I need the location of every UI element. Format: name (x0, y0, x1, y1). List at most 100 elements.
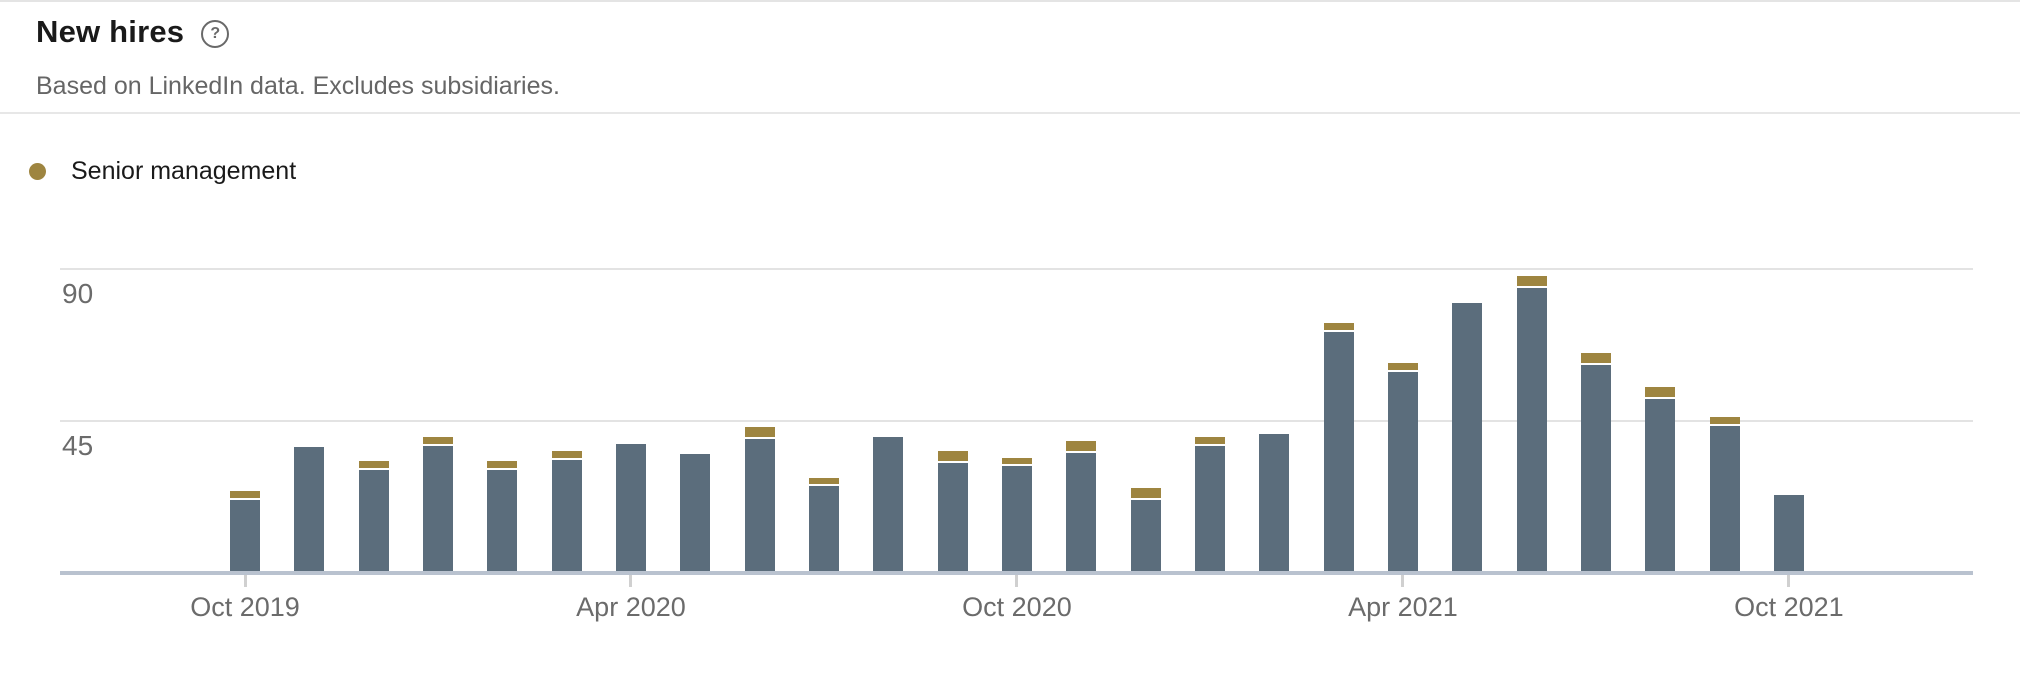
bar-segment-total (873, 437, 904, 572)
bar-oct-2019[interactable] (230, 491, 260, 572)
bar-cap-gap (937, 460, 968, 463)
bar-sep-2020[interactable] (937, 450, 968, 572)
bar-segment-total (1580, 365, 1611, 572)
x-tick-apr-2021 (1401, 575, 1405, 587)
bar-nov-2020[interactable] (1066, 440, 1097, 572)
bar-segment-senior-management (1709, 417, 1740, 424)
bar-segment-senior-management (1387, 363, 1418, 370)
page-title: New hires (36, 14, 185, 49)
bar-segment-total (294, 447, 325, 572)
bar-mar-2020[interactable] (551, 450, 582, 572)
bar-segment-total (1001, 466, 1032, 572)
bar-segment-senior-management (1323, 322, 1354, 330)
bar-cap-gap (1130, 497, 1161, 500)
bar-oct-2021[interactable] (1773, 494, 1804, 572)
bar-segment-senior-management (1645, 386, 1676, 397)
bar-segment-total (422, 446, 453, 572)
bar-segment-senior-management (487, 460, 518, 468)
bar-segment-total (1066, 452, 1097, 572)
chart-legend: Senior management (29, 157, 296, 185)
bar-apr-2020[interactable] (615, 444, 646, 572)
header: New hires ? (36, 14, 230, 50)
bar-mar-2021[interactable] (1323, 322, 1354, 572)
bar-cap-gap (1709, 423, 1740, 426)
x-axis-label-oct-2019: Oct 2019 (190, 592, 300, 622)
bar-may-2020[interactable] (680, 454, 711, 572)
x-axis-label-apr-2020: Apr 2020 (576, 592, 686, 622)
legend-label-senior-management: Senior management (71, 156, 297, 185)
bar-jan-2021[interactable] (1194, 437, 1225, 572)
bar-segment-total (615, 444, 646, 572)
bar-nov-2019[interactable] (294, 447, 325, 572)
bar-segment-total (1709, 425, 1740, 572)
bar-dec-2019[interactable] (358, 460, 389, 572)
bar-segment-total (230, 499, 260, 572)
x-tick-oct-2020 (1015, 575, 1019, 587)
bar-segment-senior-management (1001, 457, 1032, 465)
bar-segment-total (358, 469, 389, 572)
bar-segment-senior-management (1130, 487, 1161, 498)
bar-cap-gap (1323, 329, 1354, 332)
bar-segment-total (808, 486, 839, 572)
bar-cap-gap (358, 467, 389, 470)
help-icon[interactable]: ? (201, 19, 230, 48)
bar-cap-gap (551, 457, 582, 460)
bar-segment-total (744, 439, 775, 572)
bar-segment-senior-management (551, 450, 582, 458)
bar-segment-total (1645, 398, 1676, 572)
bar-jun-2020[interactable] (744, 427, 775, 572)
bar-segment-total (1516, 287, 1547, 572)
bars-container (60, 240, 1973, 573)
bar-segment-total (680, 454, 711, 572)
bar-jun-2021[interactable] (1516, 275, 1547, 572)
bar-segment-total (551, 459, 582, 572)
y-axis-label-90: 90 (62, 278, 94, 309)
bar-jul-2021[interactable] (1580, 353, 1611, 572)
bar-cap-gap (1194, 444, 1225, 447)
legend-dot-icon (29, 162, 46, 180)
bar-segment-senior-management (358, 460, 389, 468)
bar-segment-senior-management (1066, 440, 1097, 451)
x-axis-label-oct-2020: Oct 2020 (962, 592, 1072, 622)
bar-jul-2020[interactable] (808, 477, 839, 572)
bar-jan-2020[interactable] (422, 437, 453, 572)
bar-feb-2021[interactable] (1259, 433, 1290, 572)
bar-segment-total (937, 462, 968, 572)
gridline-90 (60, 268, 1973, 270)
bar-segment-total (1259, 433, 1290, 572)
bar-cap-gap (1001, 464, 1032, 467)
header-divider (0, 112, 2020, 114)
x-axis-label-apr-2021: Apr 2021 (1348, 592, 1458, 622)
bar-segment-total (487, 469, 518, 572)
bar-aug-2020[interactable] (873, 437, 904, 572)
bar-may-2021[interactable] (1452, 302, 1483, 572)
x-tick-apr-2020 (629, 575, 633, 587)
bar-cap-gap (230, 497, 260, 500)
bar-apr-2021[interactable] (1387, 363, 1418, 572)
bar-segment-senior-management (422, 437, 453, 445)
bar-feb-2020[interactable] (487, 460, 518, 572)
bar-sep-2021[interactable] (1709, 417, 1740, 572)
bar-cap-gap (744, 437, 775, 440)
y-axis-label-45: 45 (62, 430, 94, 461)
bar-cap-gap (1387, 370, 1418, 372)
bar-segment-senior-management (808, 477, 839, 485)
bar-oct-2020[interactable] (1001, 457, 1032, 572)
help-icon-glyph: ? (210, 24, 221, 42)
bar-cap-gap (422, 444, 453, 447)
bar-segment-total (1773, 494, 1804, 572)
x-tick-oct-2019 (243, 575, 247, 587)
bar-segment-total (1452, 302, 1483, 572)
bar-dec-2020[interactable] (1130, 487, 1161, 572)
gridline-45 (60, 420, 1973, 422)
card-top-border (0, 0, 2020, 2)
bar-segment-senior-management (230, 491, 260, 498)
bar-cap-gap (1645, 396, 1676, 399)
subtitle: Based on LinkedIn data. Excludes subsidi… (36, 72, 560, 100)
bar-segment-total (1194, 446, 1225, 572)
bar-aug-2021[interactable] (1645, 386, 1676, 572)
bar-segment-senior-management (744, 427, 775, 438)
bar-segment-senior-management (937, 450, 968, 461)
bar-cap-gap (808, 484, 839, 487)
